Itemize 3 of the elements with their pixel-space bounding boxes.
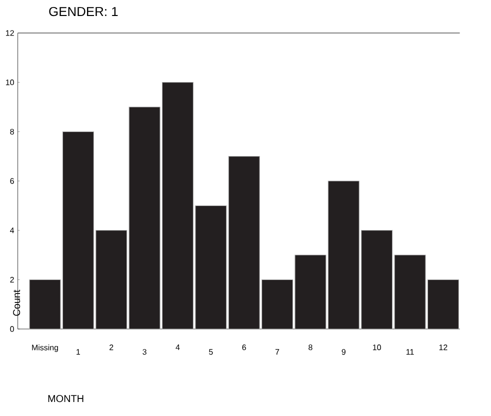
y-axis-title: Count — [13, 290, 20, 316]
x-axis-title: MONTH — [48, 395, 84, 402]
chart-title: GENDER: 1 — [49, 6, 118, 16]
